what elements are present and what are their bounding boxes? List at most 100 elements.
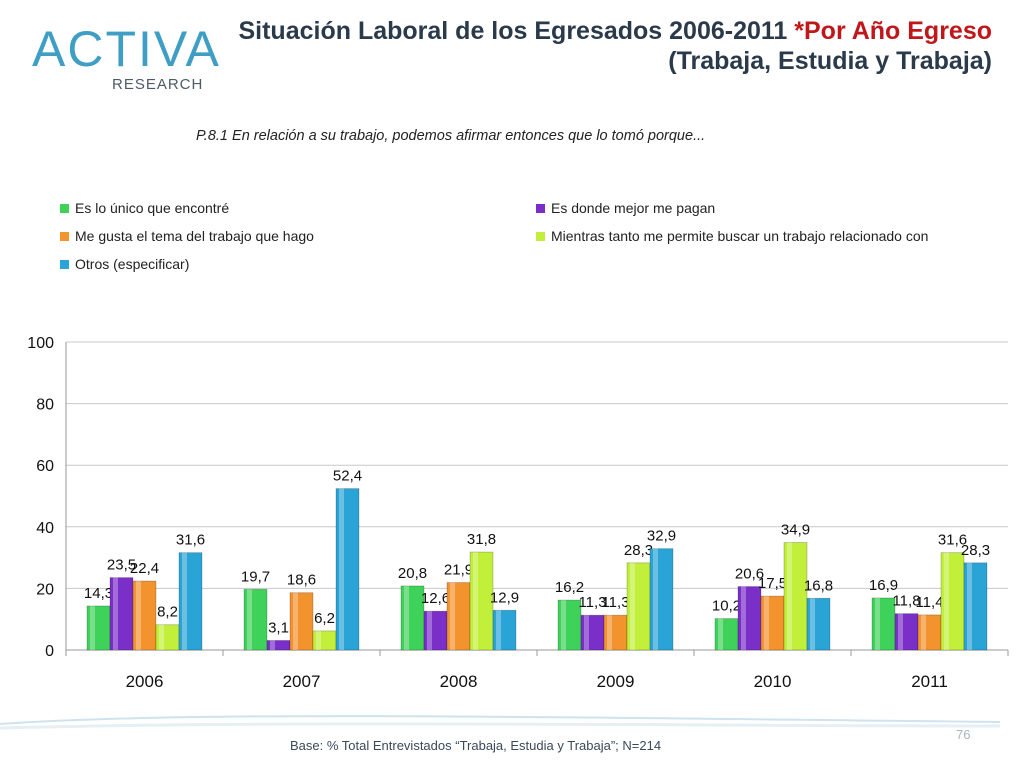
bar-highlight — [293, 592, 298, 650]
data-label: 28,3 — [961, 542, 990, 559]
legend-label: Es lo único que encontré — [75, 200, 230, 216]
data-label: 22,4 — [130, 560, 159, 577]
bar — [289, 592, 314, 651]
y-tick-label: 60 — [36, 458, 54, 475]
data-label: 18,6 — [287, 572, 316, 589]
base-footnote: Base: % Total Entrevistados “Trabaja, Es… — [290, 738, 662, 753]
bar-highlight — [90, 605, 95, 650]
legend-item: Es donde mejor me pagan — [536, 200, 715, 216]
data-label: 28,3 — [624, 542, 653, 559]
bar-highlight — [944, 552, 949, 650]
chart-legend: Es lo único que encontré Es donde mejor … — [60, 198, 1000, 282]
bar-highlight — [810, 598, 815, 650]
y-tick-label: 80 — [36, 397, 54, 414]
legend-item: Mientras tanto me permite buscar un trab… — [536, 228, 928, 244]
data-label: 31,6 — [938, 532, 967, 549]
data-label: 31,6 — [176, 532, 205, 549]
logo-subtitle: RESEARCH — [112, 76, 204, 93]
x-tick-label: 2011 — [911, 672, 948, 691]
bar-highlight — [561, 600, 566, 650]
page-title: Situación Laboral de los Egresados 2006-… — [232, 16, 992, 76]
bar — [649, 548, 674, 651]
y-tick-label: 100 — [27, 335, 54, 352]
bar-highlight — [339, 488, 344, 650]
bar — [783, 542, 808, 651]
bar-highlight — [967, 562, 972, 650]
data-label: 31,8 — [467, 531, 496, 548]
y-tick-label: 40 — [36, 520, 54, 537]
logo-wordmark: ACTIVA — [32, 21, 221, 77]
data-label: 11,4 — [915, 594, 943, 611]
data-label: 52,4 — [333, 468, 362, 485]
y-tick-label: 0 — [45, 643, 54, 660]
bar-highlight — [875, 597, 880, 650]
bar-highlight — [630, 562, 635, 650]
legend-label: Me gusta el tema del trabajo que hago — [75, 228, 314, 244]
data-label: 12,6 — [421, 590, 450, 607]
data-label: 3,1 — [268, 619, 289, 636]
x-tick-label: 2007 — [283, 672, 321, 691]
page-number: 76 — [956, 727, 971, 742]
data-label: 17,5 — [758, 575, 787, 592]
title-main: Situación Laboral de los Egresados 2006-… — [238, 17, 795, 45]
data-label: 16,8 — [804, 577, 833, 594]
data-label: 11,3 — [578, 594, 606, 611]
bar-highlight — [247, 589, 252, 650]
legend-item: Me gusta el tema del trabajo que hago — [60, 228, 314, 244]
legend-label: Otros (especificar) — [75, 256, 190, 272]
data-label: 11,3 — [601, 594, 629, 611]
bar — [963, 562, 988, 651]
legend-swatch — [60, 259, 69, 269]
data-label: 32,9 — [647, 528, 676, 545]
title-accent: *Por Año Egreso — [794, 17, 992, 45]
legend-swatch — [60, 231, 69, 241]
bar-highlight — [741, 586, 746, 650]
data-label: 14,3 — [84, 585, 113, 602]
data-label: 10,2 — [712, 598, 741, 615]
legend-label: Es donde mejor me pagan — [551, 200, 716, 216]
x-tick-label: 2008 — [440, 672, 478, 691]
bar-highlight — [427, 611, 432, 650]
legend-swatch — [536, 203, 545, 213]
bar-highlight — [450, 582, 455, 650]
bar-highlight — [182, 552, 187, 650]
data-label: 16,2 — [555, 579, 584, 596]
bar-highlight — [787, 542, 792, 650]
title-line2: (Trabaja, Estudia y Trabaja) — [668, 47, 992, 75]
data-label: 11,8 — [892, 593, 920, 610]
data-label: 19,7 — [241, 568, 270, 585]
data-label: 20,6 — [735, 566, 764, 583]
x-tick-label: 2009 — [597, 672, 635, 691]
bar-highlight — [898, 613, 903, 650]
legend-item: Es lo único que encontré — [60, 200, 229, 216]
bar — [469, 551, 494, 651]
data-label: 21,9 — [444, 562, 473, 579]
legend-swatch — [536, 231, 545, 241]
bar-highlight — [607, 615, 612, 650]
data-label: 8,2 — [157, 604, 178, 621]
legend-swatch — [60, 203, 69, 213]
bar-highlight — [270, 640, 275, 650]
bar-highlight — [496, 610, 501, 650]
bar-highlight — [136, 581, 141, 650]
bar — [492, 609, 517, 651]
bar — [806, 597, 831, 651]
bar — [178, 552, 203, 651]
bar-highlight — [653, 548, 658, 650]
activa-research-logo: ACTIVA RESEARCH — [26, 14, 226, 110]
data-label: 23,5 — [107, 557, 136, 574]
legend-label: Mientras tanto me permite buscar un trab… — [551, 228, 929, 244]
legend-item: Otros (especificar) — [60, 256, 189, 272]
y-tick-label: 20 — [36, 581, 54, 598]
bar-highlight — [764, 596, 769, 650]
bar-highlight — [584, 615, 589, 650]
bar-highlight — [159, 624, 164, 650]
question-subtitle: P.8.1 En relación a su trabajo, podemos … — [196, 128, 706, 144]
bar-highlight — [316, 630, 321, 650]
bar-highlight — [113, 577, 118, 650]
data-label: 34,9 — [781, 522, 810, 539]
data-label: 6,2 — [314, 610, 335, 627]
data-label: 12,9 — [490, 589, 519, 606]
bar-chart: 0 20 40 60 80 100 14,3 23,522,4 8,2 31,6 2006 19,7 3… — [27, 335, 1009, 691]
bar-highlight — [473, 552, 478, 650]
